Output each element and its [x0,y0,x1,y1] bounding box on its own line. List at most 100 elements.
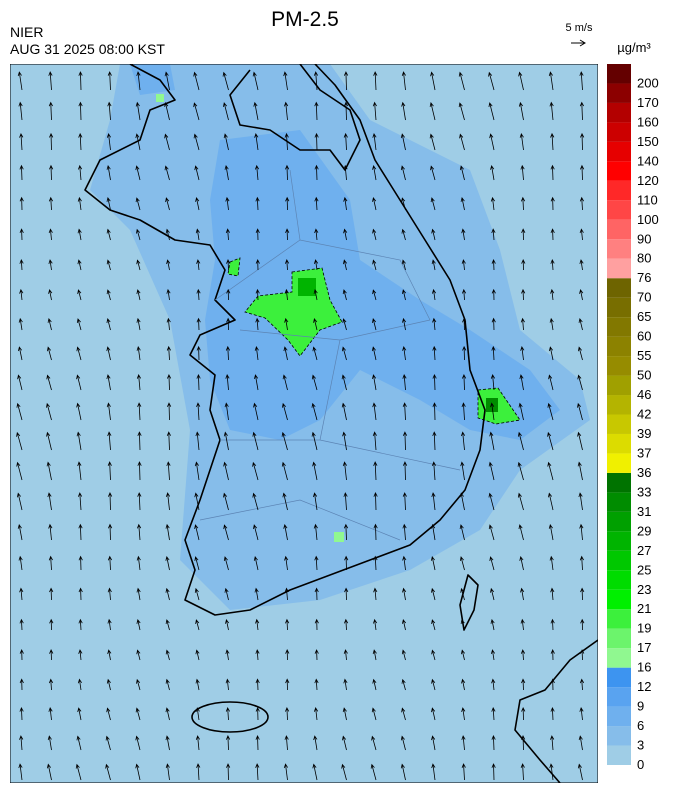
wind-arrow [460,619,465,631]
wind-arrow [78,523,83,541]
wind-arrow [49,132,54,151]
wind-arrow [343,678,348,691]
wind-arrow [19,259,24,271]
wind-arrow [313,289,318,301]
wind-arrow [491,706,496,721]
wind-arrow [549,763,554,781]
wind-arrow [19,618,24,631]
wind-arrow [373,492,378,511]
wind-arrow [105,763,111,781]
wind-arrow [314,618,319,631]
wind-arrow [285,196,290,211]
wind-arrow [225,228,230,241]
colorbar-box [607,395,631,415]
wind-arrow [579,523,584,541]
colorbar-label: 17 [637,640,651,655]
wind-arrow [430,71,436,91]
wind-arrow [311,374,318,391]
colorbar-label: 3 [637,738,644,753]
wind-arrow [137,431,142,451]
wind-arrow [401,618,407,631]
wind-arrow [223,492,229,511]
wind-arrow [549,317,554,331]
wind-arrow [136,346,141,361]
wind-arrow [314,132,319,151]
wind-arrow [284,259,290,271]
wind-arrow [430,165,436,181]
wind-arrow [136,618,141,631]
wind-arrow [488,492,495,511]
wind-arrow [461,707,466,721]
wind-arrow [549,555,554,571]
wind-arrow [285,164,290,181]
wind-arrow [18,763,23,781]
wind-arrow [17,71,23,91]
wind-arrow [343,618,349,631]
wind-arrow [402,346,407,361]
wind-arrow [135,707,141,721]
wind-arrow [165,735,170,751]
colorbar-label: 29 [637,523,651,538]
wind-arrow [255,259,260,271]
wind-arrow [547,461,554,481]
wind-arrow [431,735,436,751]
colorbar-label: 25 [637,562,651,577]
wind-arrow [548,523,554,541]
wind-arrow [519,133,524,151]
wind-arrow [18,317,23,331]
wind-arrow [342,289,347,301]
wind-arrow [431,587,436,601]
wind-arrow [372,649,377,661]
wind-arrow [78,71,83,91]
wind-arrow [165,619,170,631]
wind-arrow [401,197,406,211]
wind-arrow [343,228,348,241]
wind-arrow [226,259,231,271]
wind-arrow [431,288,437,301]
colorbar-label: 6 [637,718,644,733]
wind-arrow [165,197,170,211]
colorbar-box [607,297,631,318]
wind-arrow [193,102,200,121]
wind-arrow [196,763,201,781]
colorbar-box [607,570,631,590]
wind-arrow [521,678,526,691]
wind-arrow [16,402,23,421]
wind-arrow [223,524,229,541]
wind-arrow [19,164,24,181]
colorbar-box [607,102,631,123]
wind-arrow [19,587,24,601]
wind-arrow [76,402,82,421]
wind-arrow [223,133,229,151]
map [10,64,598,783]
wind-arrow [312,492,318,511]
wind-arrow [459,524,465,541]
colorbar-box [607,83,631,103]
wind-arrow [17,374,23,391]
wind-arrow [165,763,170,781]
wind-arrow [106,678,111,691]
wind-arrow [580,132,585,151]
wind-arrow [373,555,378,571]
wind-arrow [459,165,465,181]
colorbar-label: 42 [637,407,651,422]
wind-arrow [579,71,584,91]
wind-arrow [343,101,349,121]
wind-arrow [462,317,467,331]
wind-arrow [462,345,467,361]
wind-arrow [18,101,23,121]
wind-arrow [77,289,82,301]
colorbar-box [607,433,631,454]
colorbar-box [607,219,631,240]
wind-arrow [106,259,111,271]
wind-arrow [165,555,170,571]
wind-arrow [78,132,83,151]
wind-arrow [77,678,82,691]
wind-arrow [46,374,52,391]
wind-arrow [195,228,200,241]
colorbar-label: 23 [637,582,651,597]
wind-arrow [517,461,524,481]
wind-arrow [135,735,141,751]
wind-arrow [458,102,465,121]
colorbar: 0369121617192123252729313336373942465055… [607,64,659,772]
